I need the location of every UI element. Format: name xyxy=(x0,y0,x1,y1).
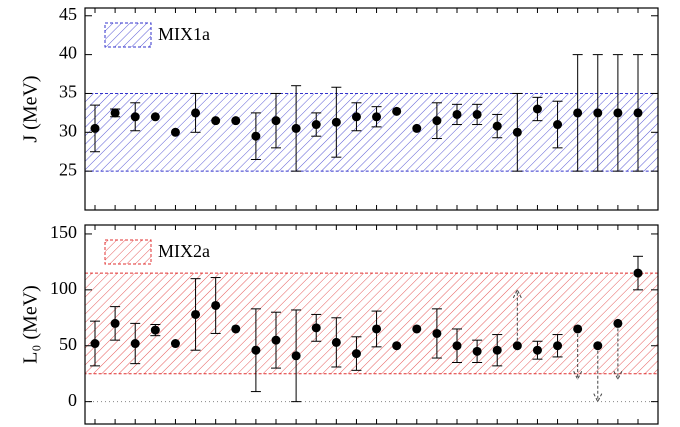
data-point xyxy=(472,346,482,356)
data-point xyxy=(432,328,442,338)
data-point xyxy=(372,112,382,122)
data-point xyxy=(130,112,140,122)
data-point xyxy=(512,127,522,137)
data-point xyxy=(593,341,603,351)
data-point xyxy=(110,318,120,328)
data-point xyxy=(532,345,542,355)
data-point xyxy=(633,268,643,278)
data-point xyxy=(150,325,160,335)
y-tick-label: 25 xyxy=(59,159,77,179)
band xyxy=(84,92,659,172)
legend-swatch xyxy=(104,22,152,48)
data-point xyxy=(372,324,382,334)
y-tick-label: 100 xyxy=(50,278,77,298)
data-point xyxy=(110,108,120,118)
data-point xyxy=(452,109,462,119)
data-point xyxy=(271,116,281,126)
y-axis-label: J (MeV) xyxy=(20,75,42,142)
data-point xyxy=(492,345,502,355)
plot-frame xyxy=(84,224,659,425)
y-tick-label: 0 xyxy=(68,390,77,410)
data-point xyxy=(311,120,321,130)
y-tick-label: 50 xyxy=(59,334,77,354)
data-point xyxy=(553,120,563,130)
data-point xyxy=(251,345,261,355)
data-point xyxy=(231,116,241,126)
band xyxy=(84,272,659,375)
limit-arrow xyxy=(593,345,603,403)
data-point xyxy=(231,324,241,334)
data-point xyxy=(432,116,442,126)
y-tick-label: 35 xyxy=(59,82,77,102)
data-point xyxy=(170,339,180,349)
data-point xyxy=(412,123,422,133)
data-point xyxy=(573,324,583,334)
data-point xyxy=(512,341,522,351)
data-point xyxy=(251,131,261,141)
y-tick-label: 30 xyxy=(59,120,77,140)
data-point xyxy=(90,123,100,133)
data-point xyxy=(291,123,301,133)
legend-label: MIX2a xyxy=(158,241,210,261)
data-point xyxy=(573,108,583,118)
limit-arrow xyxy=(512,288,522,346)
data-point xyxy=(211,300,221,310)
data-point xyxy=(331,337,341,347)
limit-arrow xyxy=(573,328,583,381)
data-point xyxy=(211,116,221,126)
data-point xyxy=(452,341,462,351)
data-point xyxy=(613,108,623,118)
data-point xyxy=(271,335,281,345)
y-tick-label: 40 xyxy=(59,43,77,63)
data-point xyxy=(392,341,402,351)
data-point xyxy=(170,127,180,137)
data-point xyxy=(593,108,603,118)
data-point xyxy=(472,109,482,119)
y-axis-label: L₀ (MeV) xyxy=(20,285,42,364)
data-point xyxy=(412,324,422,334)
legend-label: MIX1a xyxy=(158,24,210,44)
limit-arrow xyxy=(613,323,623,381)
y-tick-label: 45 xyxy=(59,4,77,24)
plot-frame xyxy=(84,7,659,211)
data-point xyxy=(633,108,643,118)
data-point xyxy=(331,117,341,127)
data-point xyxy=(351,112,361,122)
data-point xyxy=(150,112,160,122)
data-point xyxy=(351,349,361,359)
data-point xyxy=(392,106,402,116)
data-point xyxy=(311,323,321,333)
legend-swatch xyxy=(104,239,152,265)
data-point xyxy=(130,339,140,349)
data-point xyxy=(291,351,301,361)
y-tick-label: 150 xyxy=(50,222,77,242)
data-point xyxy=(553,341,563,351)
data-point xyxy=(90,339,100,349)
data-point xyxy=(492,121,502,131)
data-point xyxy=(191,309,201,319)
data-point xyxy=(191,108,201,118)
data-point xyxy=(532,104,542,114)
data-point xyxy=(613,318,623,328)
